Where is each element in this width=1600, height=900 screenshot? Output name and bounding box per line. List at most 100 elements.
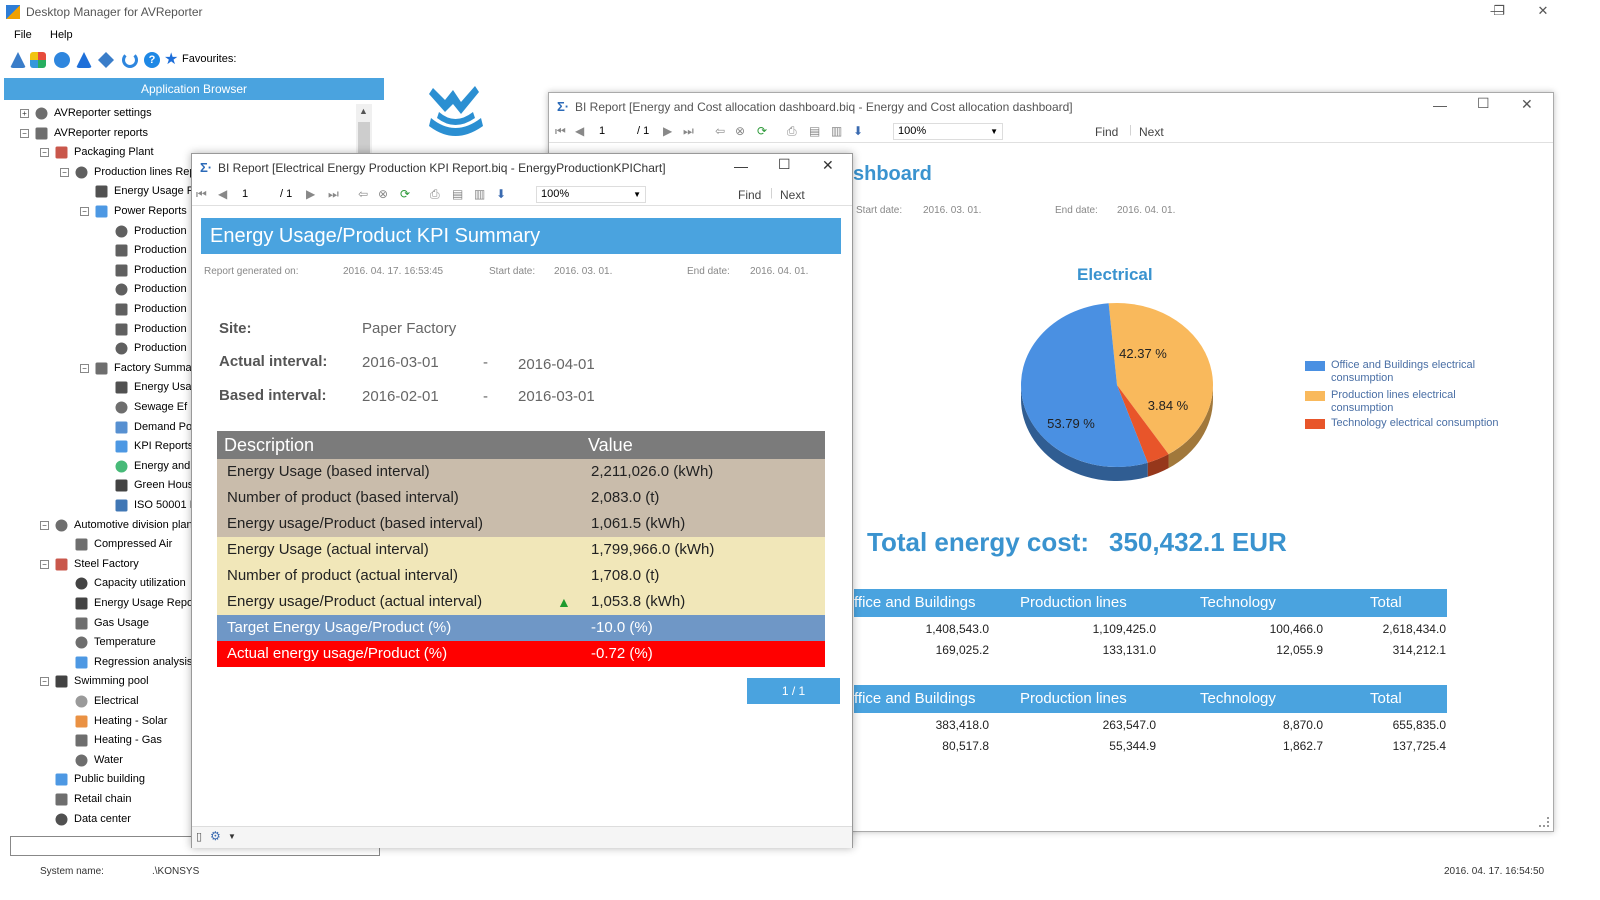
export-icon[interactable]: ⬇ bbox=[496, 187, 507, 201]
stop-icon[interactable]: ⊗ bbox=[735, 124, 746, 138]
last-page-icon[interactable]: ⏭ bbox=[683, 124, 694, 138]
first-page-icon[interactable]: ⏮ bbox=[196, 187, 207, 201]
scrollbar-thumb[interactable] bbox=[358, 122, 370, 162]
kpi-close-button[interactable]: ✕ bbox=[822, 157, 834, 173]
kpi-pager[interactable]: 1 / 1 bbox=[747, 678, 840, 704]
tree-item-icon bbox=[75, 617, 88, 630]
print-icon[interactable]: ⎙ bbox=[430, 187, 440, 201]
warning-icon[interactable] bbox=[76, 52, 92, 68]
next-page-icon[interactable]: ▶ bbox=[663, 124, 673, 138]
expander-icon[interactable]: − bbox=[40, 148, 49, 158]
tree-item-icon bbox=[75, 636, 88, 649]
prev-page-icon[interactable]: ◀ bbox=[575, 124, 585, 138]
row-value: -0.72 (%) bbox=[591, 645, 653, 662]
dashboard-find-button[interactable]: Find bbox=[1095, 125, 1119, 139]
refresh-report-icon[interactable]: ⟳ bbox=[757, 124, 768, 138]
chevron-down-icon: ▼ bbox=[633, 190, 641, 199]
table-row: Number of product (based interval) 2,083.… bbox=[217, 485, 825, 511]
table-row: Number of product (actual interval) 1,708… bbox=[217, 563, 825, 589]
expander-icon[interactable]: − bbox=[40, 677, 49, 687]
close-button[interactable]: ✕ bbox=[1537, 3, 1549, 18]
cloud-icon[interactable] bbox=[54, 52, 70, 68]
print-layout-icon[interactable]: ▤ bbox=[452, 187, 464, 201]
star-icon[interactable]: ★ bbox=[164, 51, 179, 68]
tree-item-label: Packaging Plant bbox=[74, 146, 154, 159]
tree-item-label: ISO 50001 I bbox=[134, 499, 193, 511]
tree-item-icon bbox=[75, 695, 88, 708]
kpi-find-input[interactable] bbox=[654, 186, 728, 203]
pie-slice bbox=[1117, 385, 1169, 463]
kpi-find-button[interactable]: Find bbox=[738, 188, 762, 202]
table-row: Energy usage/Product (based interval) 1,0… bbox=[217, 511, 825, 537]
first-page-icon[interactable]: ⏮ bbox=[555, 124, 566, 138]
tree-item-icon bbox=[75, 597, 88, 610]
kpi-page-input[interactable]: 1 bbox=[238, 186, 274, 203]
kpi-titlebar: Σ· BI Report [Electrical Energy Producti… bbox=[192, 154, 852, 182]
dashboard-page-input[interactable]: 1 bbox=[595, 123, 631, 140]
back-icon[interactable]: ⇦ bbox=[358, 187, 369, 201]
generated-value: 2016. 04. 17. 16:53:45 bbox=[343, 266, 444, 277]
table-header: ffice and Buildings Production lines Techn… bbox=[854, 589, 1447, 617]
table-row: Actual energy usage/Product (%) -0.72 (%) bbox=[217, 641, 825, 667]
minimize-button[interactable]: — bbox=[1490, 3, 1504, 18]
restore-button[interactable]: ❐ bbox=[1493, 3, 1505, 18]
table-cell: 263,547.0 bbox=[1102, 718, 1156, 732]
row-value: 1,799,966.0 (kWh) bbox=[591, 541, 715, 558]
back-icon[interactable]: ⇦ bbox=[715, 124, 726, 138]
dashboard-zoom-select[interactable]: 100% ▼ bbox=[893, 123, 1003, 140]
expander-icon[interactable]: − bbox=[40, 559, 49, 569]
bi-report-icon: Σ· bbox=[200, 160, 213, 175]
page-setup-icon[interactable]: ▥ bbox=[831, 124, 843, 138]
table-row: 169,025.2 133,131.0 12,055.9 314,212.1 bbox=[854, 640, 1447, 661]
kpi-next-button[interactable]: Next bbox=[780, 188, 805, 202]
tree-item-label: Compressed Air bbox=[94, 538, 173, 551]
resize-grip[interactable] bbox=[1539, 817, 1549, 827]
users-icon[interactable] bbox=[98, 52, 114, 68]
prev-page-icon[interactable]: ◀ bbox=[218, 187, 228, 201]
expander-icon[interactable]: − bbox=[60, 167, 69, 177]
kpi-window-title: BI Report [Electrical Energy Production … bbox=[218, 161, 666, 175]
refresh-icon[interactable] bbox=[122, 52, 138, 68]
next-page-icon[interactable]: ▶ bbox=[306, 187, 316, 201]
tree-item-icon bbox=[55, 146, 68, 159]
tree-item-label: Heating - Gas bbox=[94, 734, 162, 747]
network-icon[interactable] bbox=[10, 52, 26, 68]
page-setup-icon[interactable]: ▥ bbox=[474, 187, 486, 201]
dashboard-find-input[interactable] bbox=[1011, 123, 1085, 140]
tree-item-label: Heating - Solar bbox=[94, 714, 168, 727]
kpi-maximize-button[interactable]: ☐ bbox=[778, 156, 791, 172]
dashboard-minimize-button[interactable]: — bbox=[1433, 97, 1447, 113]
tree-item-label: Production bbox=[134, 263, 187, 276]
total-cost-label: Total energy cost: bbox=[867, 527, 1090, 557]
refresh-report-icon[interactable]: ⟳ bbox=[400, 187, 411, 201]
tree-item-icon bbox=[95, 362, 108, 375]
expander-icon[interactable]: − bbox=[80, 363, 89, 373]
kpi-report-window: Σ· BI Report [Electrical Energy Producti… bbox=[191, 153, 853, 848]
dashboard-close-button[interactable]: ✕ bbox=[1521, 96, 1533, 112]
kpi-zoom-select[interactable]: 100% ▼ bbox=[536, 186, 646, 203]
tree-item-label: Production bbox=[134, 244, 187, 257]
row-value: 1,061.5 (kWh) bbox=[591, 515, 686, 532]
dashboard-maximize-button[interactable]: ☐ bbox=[1477, 95, 1490, 111]
chevron-down-icon[interactable]: ▼ bbox=[228, 832, 236, 841]
last-page-icon[interactable]: ⏭ bbox=[328, 187, 339, 201]
print-layout-icon[interactable]: ▤ bbox=[809, 124, 821, 138]
print-icon[interactable]: ⎙ bbox=[787, 124, 797, 138]
expander-icon[interactable]: + bbox=[20, 109, 29, 118]
tree-item-label: Production lines Rep bbox=[94, 165, 196, 178]
actual-interval-separator: - bbox=[483, 354, 488, 371]
expander-icon[interactable]: − bbox=[80, 207, 89, 216]
stop-icon[interactable]: ⊗ bbox=[378, 187, 389, 201]
menu-help[interactable]: Help bbox=[50, 29, 73, 41]
grid-icon[interactable] bbox=[30, 52, 46, 68]
settings-icon[interactable]: ⚙ bbox=[210, 829, 221, 843]
help-icon[interactable]: ? bbox=[144, 52, 160, 68]
menu-file[interactable]: File bbox=[14, 29, 32, 41]
dashboard-next-button[interactable]: Next bbox=[1139, 125, 1164, 139]
kpi-minimize-button[interactable]: — bbox=[734, 158, 748, 174]
tree-item-icon bbox=[115, 421, 128, 434]
expander-icon[interactable]: − bbox=[20, 128, 29, 138]
document-icon[interactable]: ▯ bbox=[196, 831, 203, 843]
export-icon[interactable]: ⬇ bbox=[853, 124, 864, 138]
expander-icon[interactable]: − bbox=[40, 520, 49, 530]
